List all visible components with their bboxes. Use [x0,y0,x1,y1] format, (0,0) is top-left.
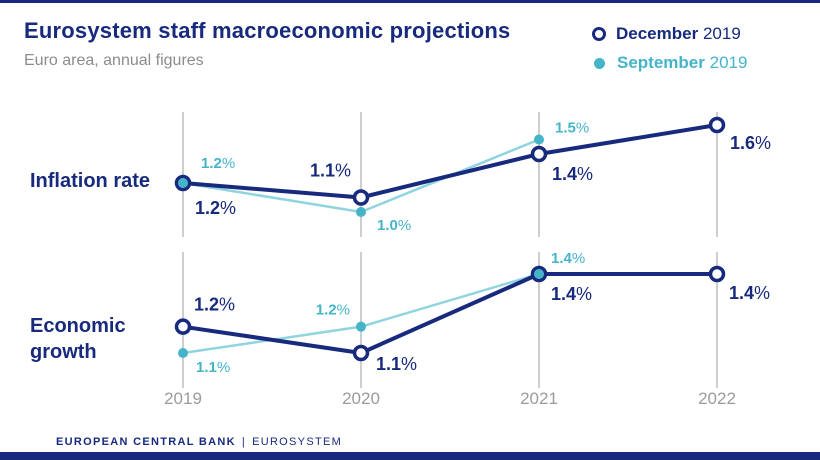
svg-text:1.2%: 1.2% [201,155,235,172]
legend: December 2019 September 2019 [592,24,747,73]
footer-brand: EUROPEAN CENTRAL BANK | EUROSYSTEM [56,436,342,448]
page-title: Eurosystem staff macroeconomic projectio… [24,18,511,43]
legend-item-december: December 2019 [592,24,747,44]
chart-title-inflation-rate: Inflation rate [30,170,151,192]
svg-text:2020: 2020 [342,389,380,408]
footer-system-name: EUROSYSTEM [252,436,343,448]
chart-title-economic-growth: Economic growth [30,315,126,363]
svg-text:1.2%: 1.2% [195,198,236,218]
svg-text:1.4%: 1.4% [552,164,593,184]
filled-circle-marker-icon [594,57,605,69]
svg-text:1.6%: 1.6% [730,133,771,153]
top-divider [0,0,820,3]
svg-text:2019: 2019 [164,389,202,408]
legend-series-year: 2019 [702,24,741,43]
legend-label-september: September 2019 [617,53,747,73]
svg-text:1.1%: 1.1% [196,359,230,376]
footer-divider: | [241,436,247,448]
svg-text:1.0%: 1.0% [377,217,411,234]
open-circle-marker-icon [592,27,606,41]
svg-text:1.2%: 1.2% [316,302,350,319]
svg-text:1.4%: 1.4% [551,250,585,267]
svg-text:1.1%: 1.1% [376,354,417,374]
page-subtitle: Euro area, annual figures [24,52,204,69]
legend-series-name: September [617,53,705,72]
svg-text:1.5%: 1.5% [555,120,589,137]
svg-text:1.2%: 1.2% [194,295,235,315]
legend-series-year: 2019 [709,53,748,72]
svg-text:2022: 2022 [698,389,736,408]
bottom-bar [0,452,820,460]
legend-label-december: December 2019 [616,24,741,44]
legend-item-september: September 2019 [592,53,747,73]
svg-text:1.1%: 1.1% [310,161,351,181]
footer-bank-name: EUROPEAN CENTRAL BANK [56,436,236,448]
legend-series-name: December [616,24,699,43]
svg-text:1.4%: 1.4% [729,283,770,303]
svg-text:2021: 2021 [520,389,558,408]
svg-text:1.4%: 1.4% [551,284,592,304]
